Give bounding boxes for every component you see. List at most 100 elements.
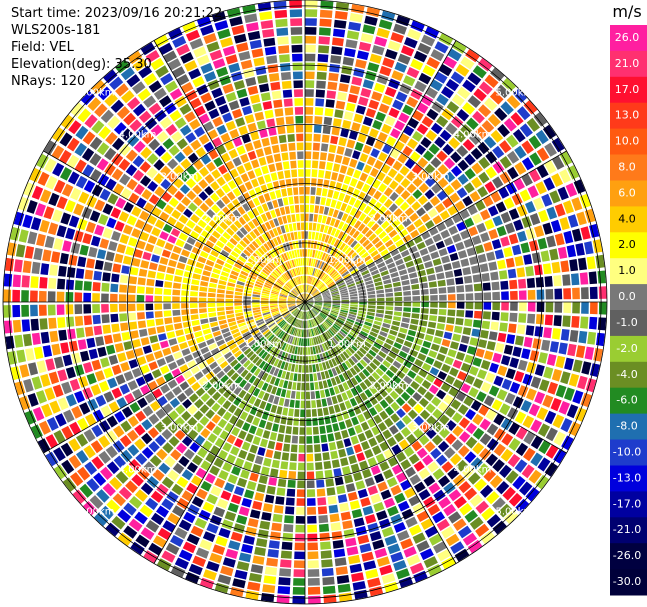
radar-gate	[443, 504, 457, 517]
radar-gate	[490, 67, 505, 82]
radar-gate	[501, 291, 509, 300]
radar-gate	[535, 474, 549, 490]
radar-gate	[365, 280, 374, 285]
radar-gate	[465, 436, 478, 449]
radar-gate	[220, 132, 231, 143]
radar-gate	[387, 214, 397, 224]
radar-gate	[337, 173, 345, 183]
radar-gate	[175, 374, 185, 384]
radar-gate	[161, 249, 171, 258]
radar-gate	[557, 186, 569, 201]
radar-gate	[263, 267, 271, 274]
radar-gate	[298, 302, 305, 308]
radar-gate	[417, 269, 426, 277]
radar-gate	[210, 347, 220, 356]
radar-gate	[376, 293, 385, 298]
radar-gate	[314, 305, 322, 309]
radar-gate	[460, 362, 471, 373]
radar-gate	[395, 224, 405, 233]
radar-gate	[83, 281, 92, 291]
radar-gate	[589, 316, 598, 330]
radar-gate	[339, 74, 351, 84]
radar-gate	[99, 188, 111, 201]
radar-gate	[516, 204, 528, 217]
radar-gate	[307, 533, 318, 542]
radar-gate	[384, 49, 398, 60]
radar-gate	[98, 214, 109, 226]
radar-gate	[284, 284, 291, 291]
radar-gate	[352, 271, 360, 277]
radar-gate	[541, 193, 553, 207]
radar-gate	[296, 489, 305, 497]
radar-gate	[412, 532, 426, 544]
radar-gate	[297, 346, 301, 355]
radar-gate	[265, 280, 274, 286]
radar-gate	[466, 247, 476, 257]
radar-gate	[390, 32, 404, 43]
radar-gate	[163, 296, 171, 302]
radar-gate	[216, 370, 225, 379]
radar-gate	[286, 488, 296, 497]
radar-gate	[278, 45, 290, 54]
radar-gate	[107, 377, 118, 389]
radar-gates	[3, 0, 607, 604]
radar-gate	[259, 258, 267, 266]
radar-gate	[175, 269, 184, 276]
radar-gate	[311, 355, 315, 364]
radar-gate	[270, 272, 278, 279]
radar-gate	[227, 317, 236, 323]
radar-gate	[279, 54, 290, 63]
radar-gate	[316, 326, 321, 334]
radar-gate	[316, 336, 321, 344]
radar-gate	[296, 498, 305, 506]
radar-gate	[13, 259, 23, 273]
radar-gate	[497, 124, 510, 138]
radar-gate	[119, 234, 130, 245]
radar-gate	[423, 201, 433, 212]
radar-gate	[259, 129, 268, 138]
radar-gate	[263, 286, 271, 291]
radar-gate	[271, 309, 279, 313]
radar-gate	[280, 416, 287, 425]
radar-gate	[102, 483, 116, 497]
radar-gate	[334, 476, 344, 486]
radar-gate	[191, 319, 200, 326]
radar-gate	[411, 313, 420, 319]
radar-gate	[349, 227, 357, 236]
radar-gate	[337, 282, 345, 287]
radar-gate	[83, 315, 92, 326]
radar-gate	[184, 387, 194, 397]
radar-gate	[56, 196, 68, 210]
radar-gate	[510, 112, 524, 126]
radar-gate	[445, 407, 456, 418]
radar-gate	[371, 371, 381, 381]
radar-gate	[141, 419, 153, 431]
radar-gate	[300, 391, 305, 400]
radar-gate	[305, 311, 307, 320]
radar-gate	[238, 552, 252, 563]
radar-gate	[268, 229, 275, 238]
radar-gate	[79, 402, 91, 415]
radar-gate	[203, 569, 217, 581]
radar-gate	[321, 443, 329, 452]
radar-gate	[333, 335, 341, 343]
radar-gate	[306, 471, 315, 480]
radar-gate	[390, 401, 400, 412]
radar-gate	[408, 524, 422, 536]
radar-gate	[273, 358, 280, 367]
radar-gate	[376, 510, 388, 521]
radar-gate	[199, 404, 210, 414]
radar-gate	[372, 212, 382, 222]
radar-gate	[327, 226, 333, 235]
radar-gate	[305, 222, 309, 230]
radar-gate	[496, 481, 510, 495]
radar-gate	[305, 142, 312, 151]
radar-gate	[135, 125, 148, 138]
radar-gate	[191, 246, 201, 255]
radar-gate	[478, 156, 491, 169]
radar-gate	[225, 54, 238, 65]
radar-gate	[128, 312, 137, 321]
radar-gate	[435, 240, 445, 250]
radar-gate	[287, 303, 296, 305]
radar-gate	[300, 338, 304, 346]
